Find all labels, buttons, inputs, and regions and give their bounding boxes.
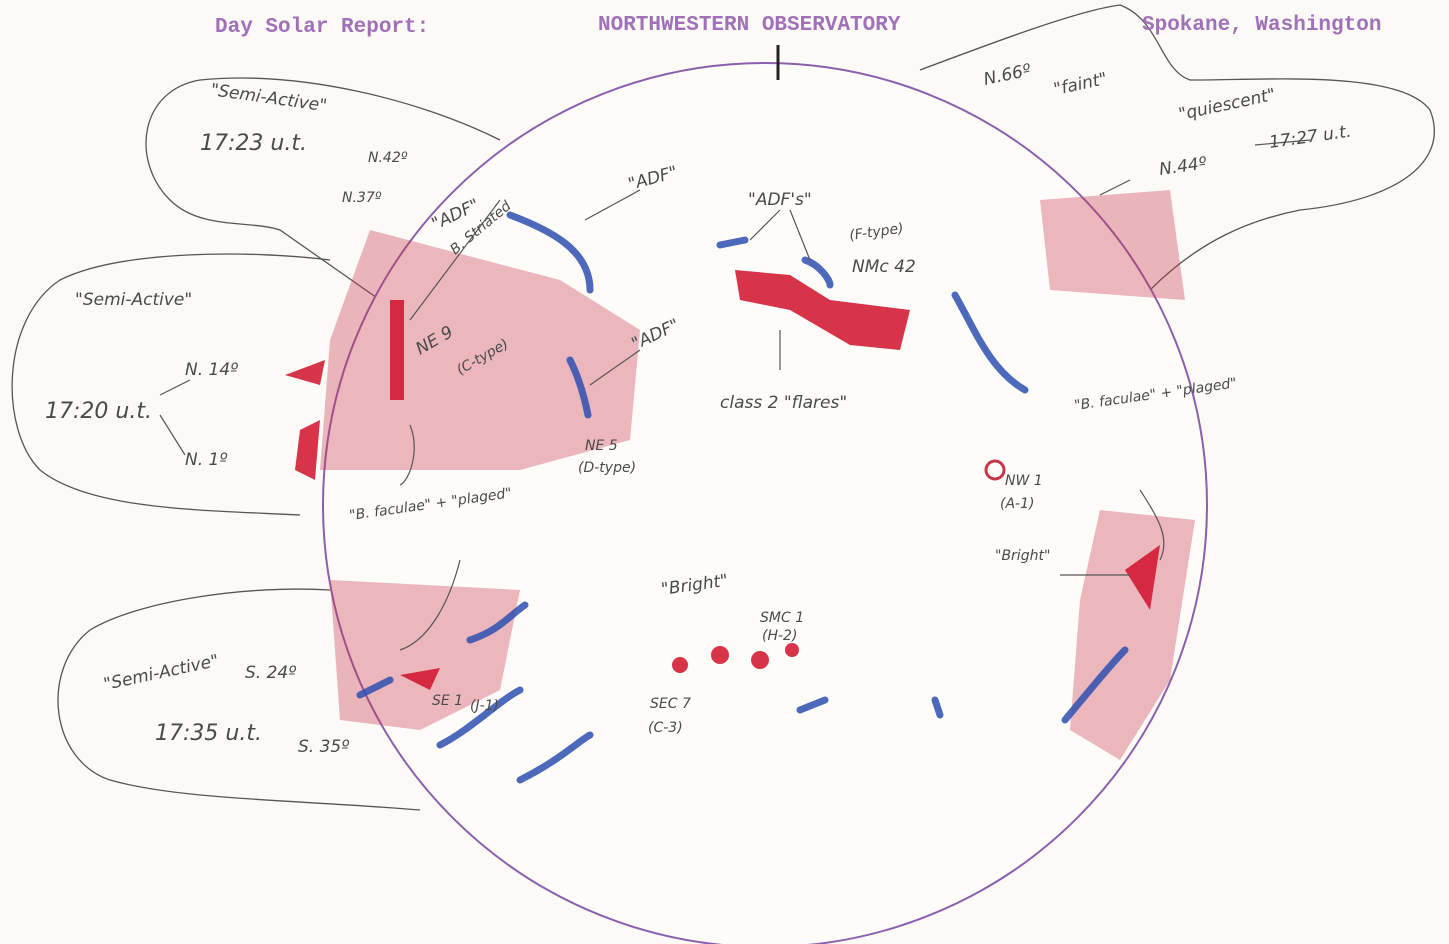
solar-disk — [322, 62, 1208, 944]
nw1-region — [984, 459, 1006, 481]
active-region — [390, 300, 404, 400]
filament — [796, 696, 829, 714]
annotation: 17:23 u.t. — [200, 131, 307, 156]
plage — [320, 230, 640, 470]
active-region — [1125, 545, 1160, 610]
annotation: N.44º — [1158, 153, 1208, 179]
plage — [1040, 190, 1185, 300]
filament — [506, 211, 594, 294]
annotation: "Semi-Active" — [102, 651, 221, 695]
annotation: "ADF's" — [748, 190, 812, 210]
annotation: SEC 7 — [650, 696, 691, 712]
annotation: NW 1 — [1005, 473, 1043, 489]
leader — [1254, 139, 1311, 146]
limb-spot — [285, 360, 325, 385]
annotation: 17:27 u.t. — [1268, 122, 1353, 153]
filament — [716, 236, 749, 249]
bubble-outline — [145, 77, 501, 301]
annotation: "faint" — [1052, 69, 1109, 100]
plage — [330, 580, 520, 730]
annotation: N. 1º — [185, 450, 227, 470]
annotation: 17:20 u.t. — [45, 399, 152, 424]
annotation: SMC 1 — [760, 610, 804, 626]
annotation: SE 1 — [432, 693, 463, 709]
annotation: "Semi-Active" — [75, 290, 192, 310]
header-right: Spokane, Washington — [1142, 14, 1381, 37]
filament — [951, 291, 1029, 394]
bubble-outline — [919, 4, 1435, 291]
leader — [399, 559, 461, 651]
filament — [516, 731, 594, 784]
leader — [584, 189, 641, 221]
header-left: Day Solar Report: — [215, 16, 429, 39]
leader — [159, 379, 191, 456]
filament — [436, 686, 524, 749]
filament — [931, 696, 944, 719]
header-center: NORTHWESTERN OBSERVATORY — [598, 14, 901, 37]
filament — [566, 356, 592, 419]
leader — [589, 349, 641, 386]
annotation: (C-3) — [648, 720, 683, 736]
annotation: "Semi-Active" — [209, 80, 328, 116]
filament — [356, 676, 394, 699]
limb-spot — [295, 420, 320, 480]
annotation: N.66º — [982, 60, 1033, 89]
bubble-outline — [11, 253, 331, 516]
bright-point — [785, 643, 799, 657]
bright-point — [751, 651, 769, 669]
annotation: S. 24º — [245, 663, 296, 683]
annotation: (D-type) — [578, 460, 636, 476]
bubble-outline — [57, 588, 421, 811]
leader — [749, 209, 811, 261]
annotation: N.37º — [342, 190, 382, 206]
annotation: (A-1) — [1000, 496, 1034, 512]
annotation: S. 35º — [298, 737, 349, 757]
annotation: NE 5 — [585, 438, 618, 454]
filament — [466, 601, 529, 644]
annotation: "quiescent" — [1177, 85, 1278, 125]
bright-point — [711, 646, 729, 664]
bright-point — [672, 657, 688, 673]
leader — [399, 424, 415, 486]
active-region — [400, 668, 440, 690]
annotation: (H-2) — [762, 628, 797, 644]
leader — [409, 199, 501, 321]
annotation: class 2 "flares" — [720, 393, 847, 413]
annotation: N. 14º — [185, 360, 238, 380]
filament — [1061, 646, 1129, 724]
filament — [801, 256, 834, 289]
annotation: "Bright" — [995, 548, 1050, 564]
active-region — [735, 270, 910, 350]
annotation: N.42º — [368, 150, 408, 166]
leader — [1099, 179, 1131, 196]
annotation: (J-1) — [470, 698, 499, 714]
plage — [1070, 510, 1195, 760]
annotation: (F-type) — [848, 221, 904, 244]
annotation: NMc 42 — [852, 257, 916, 277]
annotation: 17:35 u.t. — [155, 721, 262, 746]
leader — [1139, 489, 1165, 561]
